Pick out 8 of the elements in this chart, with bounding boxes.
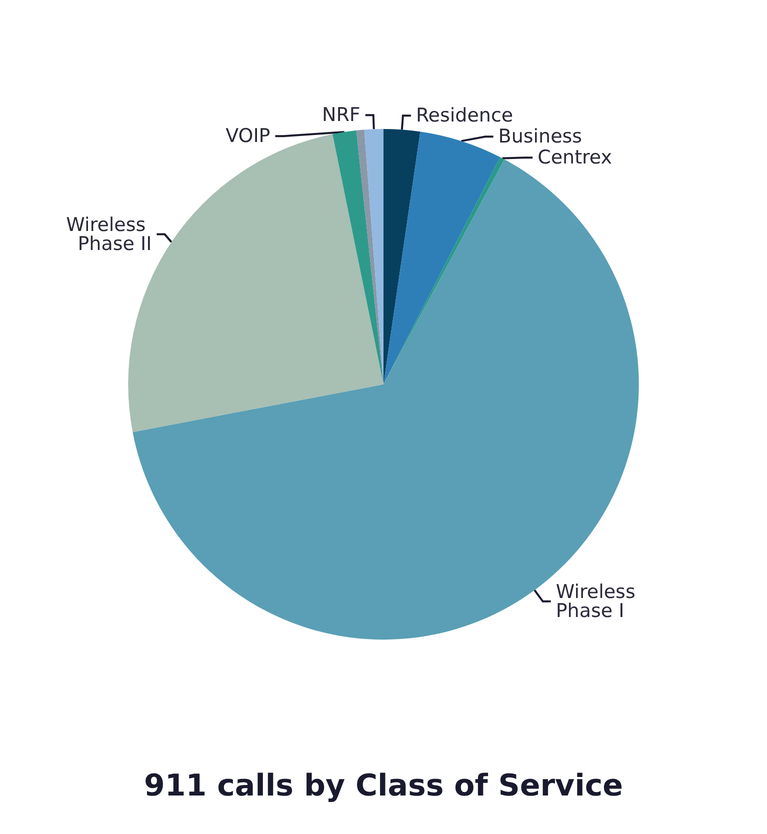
text: 911 calls by Class of Service (144, 768, 623, 804)
slice-label: NRF (322, 104, 360, 126)
slice-label: Business (498, 126, 582, 148)
slice-label: Wireless Phase I (556, 580, 642, 622)
slice-label: Wireless Phase II (66, 214, 152, 255)
slice-label: VOIP (226, 125, 270, 148)
slice-label: Centrex (538, 146, 612, 169)
slice-label: Residence (416, 104, 514, 127)
